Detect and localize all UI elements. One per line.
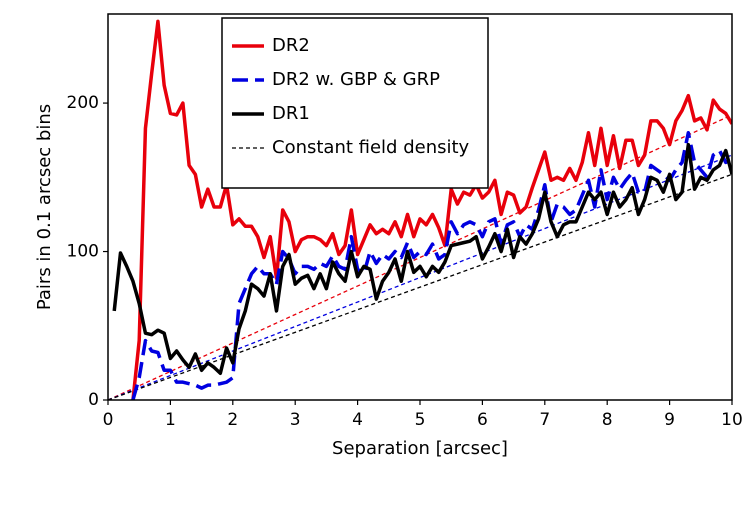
plot-frame <box>107 13 733 401</box>
legend-box <box>221 17 489 189</box>
y-tick-label: 200 <box>67 93 99 113</box>
y-tick-label: 0 <box>88 390 99 410</box>
legend-label: DR2 w. GBP & GRP <box>272 69 440 90</box>
data-line <box>112 142 732 376</box>
legend: DR2 DR2 w. GBP & GRP DR1 Constant field den… <box>221 17 489 189</box>
x-tick-label: 0 <box>103 410 114 430</box>
x-tick-label: 10 <box>721 410 743 430</box>
y-axis-label: Pairs in 0.1 arcsec bins <box>34 104 55 310</box>
data-line <box>131 131 732 400</box>
x-axis-label: Separation [arcsec] <box>332 438 508 459</box>
data-line <box>131 19 732 400</box>
legend-label: DR1 <box>272 103 310 124</box>
x-tick-label: 1 <box>165 410 176 430</box>
x-tick-label: 6 <box>477 410 488 430</box>
y-tick-label: 100 <box>67 242 99 262</box>
x-tick-label: 8 <box>602 410 613 430</box>
field-density-line <box>108 114 732 400</box>
x-tick-label: 3 <box>290 410 301 430</box>
x-tick-label: 7 <box>539 410 550 430</box>
x-tick-label: 2 <box>227 410 238 430</box>
x-tick-label: 5 <box>415 410 426 430</box>
field-density-line <box>108 173 732 400</box>
x-tick-label: 9 <box>664 410 675 430</box>
x-tick-label: 4 <box>352 410 363 430</box>
legend-label: Constant field density <box>272 137 470 158</box>
legend-label: DR2 <box>272 35 310 56</box>
